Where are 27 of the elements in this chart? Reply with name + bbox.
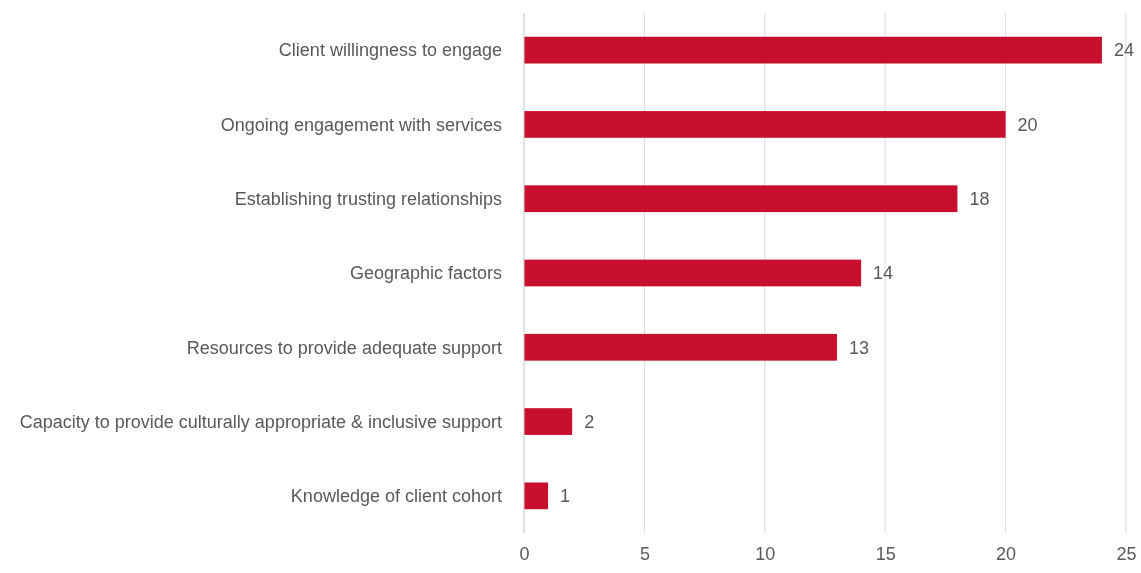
data-label: 20 xyxy=(1017,114,1038,135)
bar xyxy=(524,333,838,361)
y-tick-label: Ongoing engagement with services xyxy=(220,114,502,135)
data-label: 1 xyxy=(560,486,571,507)
y-tick-label: Geographic factors xyxy=(349,263,502,284)
x-tick-label: 20 xyxy=(996,543,1017,564)
bar xyxy=(524,408,573,435)
bar xyxy=(524,259,862,287)
y-tick-label: Knowledge of client cohort xyxy=(290,486,502,507)
x-tick-label: 25 xyxy=(1116,543,1137,564)
bar xyxy=(524,482,549,510)
x-tick-label: 15 xyxy=(875,543,896,564)
data-label: 18 xyxy=(969,189,990,210)
x-tick-label: 0 xyxy=(519,543,530,564)
y-tick-label: Establishing trusting relationships xyxy=(234,189,502,210)
y-tick-label: Resources to provide adequate support xyxy=(186,337,502,358)
y-tick-label: Capacity to provide culturally appropriate & inclusive support xyxy=(19,411,502,432)
data-label: 14 xyxy=(873,263,894,284)
data-label: 24 xyxy=(1113,40,1134,61)
data-label: 2 xyxy=(584,411,595,432)
x-tick-label: 5 xyxy=(639,543,650,564)
bar xyxy=(524,36,1102,64)
bar xyxy=(524,111,1006,138)
data-label: 13 xyxy=(849,337,870,358)
y-tick-label: Client willingness to engage xyxy=(278,40,502,61)
x-tick-label: 10 xyxy=(755,543,776,564)
bar xyxy=(524,185,958,213)
